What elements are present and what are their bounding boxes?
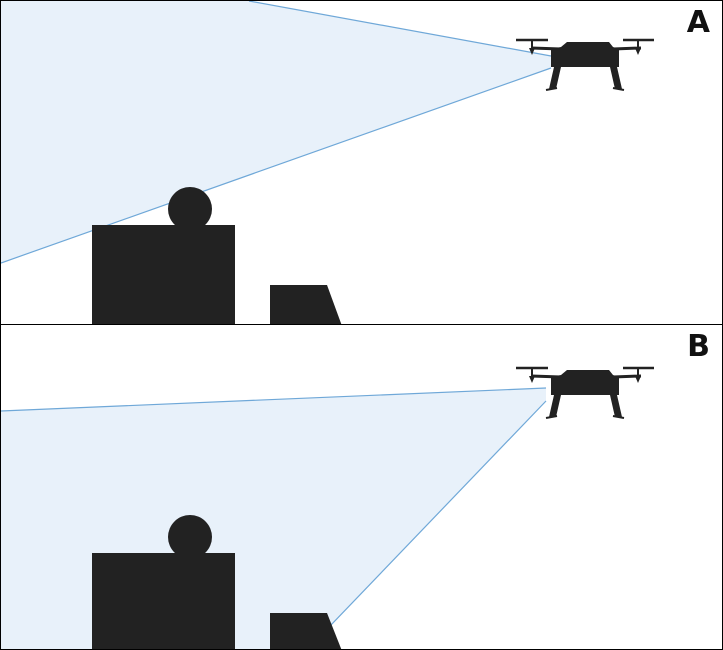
scene-a	[1, 1, 723, 325]
view-cone	[1, 388, 546, 650]
panel-a: A	[0, 0, 723, 325]
scene-b	[1, 325, 723, 650]
panel-label: A	[687, 5, 710, 41]
view-cone	[1, 1, 551, 263]
panel-label: B	[687, 329, 710, 365]
object-icon	[270, 285, 342, 325]
panel-b: B	[0, 324, 723, 650]
